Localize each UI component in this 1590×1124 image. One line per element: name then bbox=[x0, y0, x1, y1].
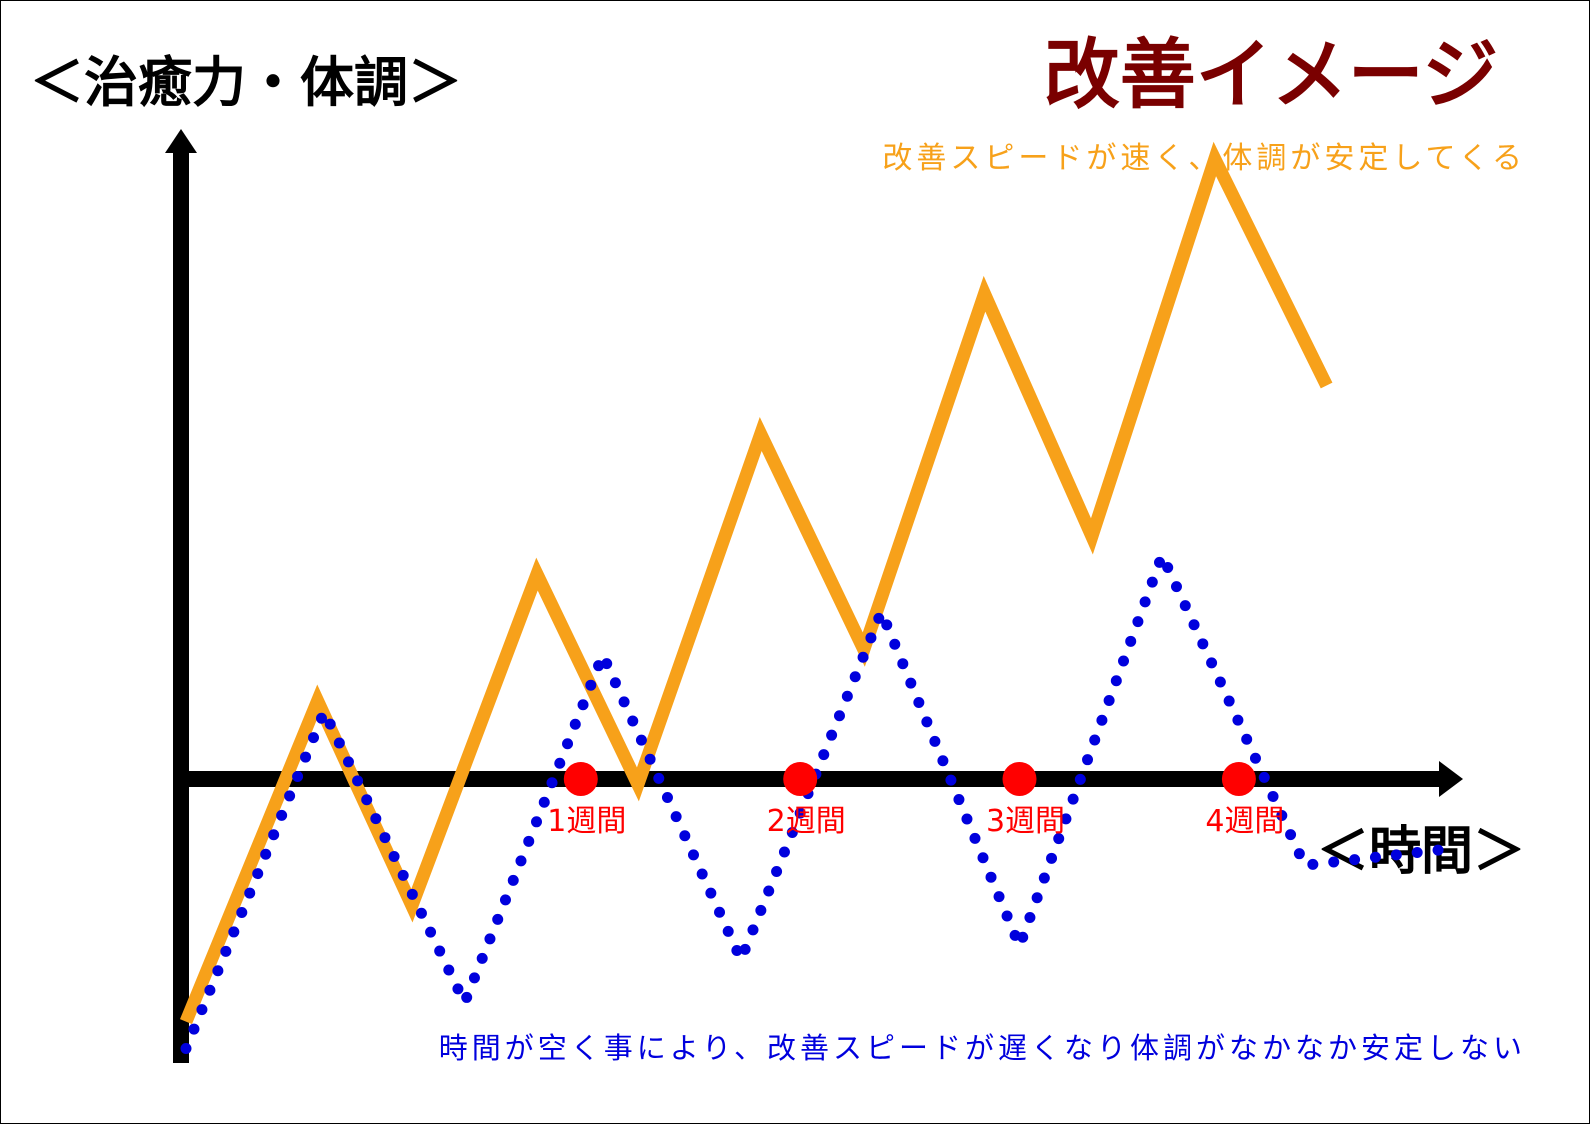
y-axis-label: ＜治癒力・体調＞ bbox=[30, 51, 462, 114]
marker-layer: 1週間 2週間 3週間 4週間 bbox=[547, 762, 1284, 839]
week-label-2: 2週間 bbox=[767, 804, 846, 839]
week-label-1: 1週間 bbox=[547, 804, 626, 839]
orange-solid-series-line bbox=[179, 141, 1333, 1025]
blue-series-annotation: 時間が空く事により、改善スピードが遅くなり体調がなかなか安定しない bbox=[439, 1031, 1526, 1065]
chart-title: 改善イメージ bbox=[1044, 30, 1498, 119]
week-label-3: 3週間 bbox=[986, 804, 1065, 839]
week-marker-1 bbox=[563, 762, 598, 796]
week-label-4: 4週間 bbox=[1205, 804, 1284, 839]
x-axis-arrowhead bbox=[1439, 761, 1463, 797]
series-layer bbox=[179, 141, 1453, 1054]
week-marker-2 bbox=[783, 762, 818, 796]
week-marker-4 bbox=[1221, 762, 1256, 796]
week-marker-3 bbox=[1002, 762, 1037, 796]
orange-series-annotation: 改善スピードが速く、体調が安定してくる bbox=[882, 141, 1526, 176]
blue-dotted-series-line bbox=[180, 540, 1453, 1054]
y-axis-arrowhead bbox=[165, 129, 197, 153]
